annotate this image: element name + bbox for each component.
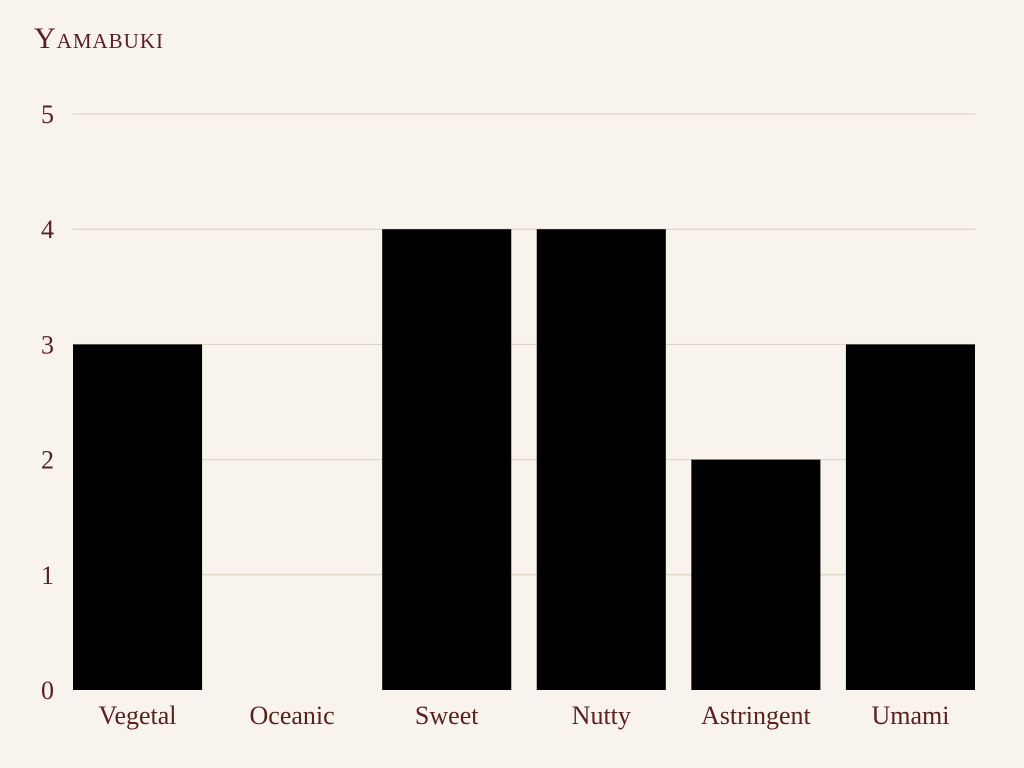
y-tick-label: 1 bbox=[41, 561, 54, 590]
x-tick-label-nutty: Nutty bbox=[572, 701, 631, 730]
y-tick-label: 2 bbox=[41, 446, 54, 475]
x-tick-label-astringent: Astringent bbox=[701, 701, 812, 730]
bar-umami bbox=[845, 344, 975, 690]
chart-title: Yamabuki bbox=[34, 22, 164, 55]
y-axis-tick-labels: 0 1 2 3 4 5 bbox=[41, 100, 54, 705]
bar-nutty bbox=[536, 229, 666, 690]
x-tick-label-vegetal: Vegetal bbox=[99, 701, 177, 730]
bar-astringent bbox=[691, 459, 821, 690]
bars bbox=[73, 229, 975, 690]
y-tick-label: 5 bbox=[41, 100, 54, 129]
x-tick-label-sweet: Sweet bbox=[415, 701, 479, 730]
y-tick-label: 3 bbox=[41, 330, 54, 359]
bar-vegetal bbox=[73, 344, 203, 690]
x-tick-label-umami: Umami bbox=[871, 701, 949, 730]
grid-lines bbox=[73, 113, 975, 576]
y-tick-label: 0 bbox=[41, 676, 54, 705]
x-tick-label-oceanic: Oceanic bbox=[250, 701, 335, 730]
x-axis-tick-labels: Vegetal Oceanic Sweet Nutty Astringent Umami bbox=[99, 701, 950, 730]
y-tick-label: 4 bbox=[41, 215, 54, 244]
bar-sweet bbox=[382, 229, 512, 690]
